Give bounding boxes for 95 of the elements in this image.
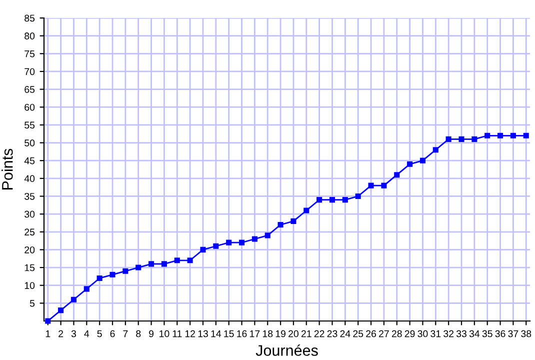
x-tick-label: 35 xyxy=(482,330,492,338)
point xyxy=(290,218,296,224)
point xyxy=(355,193,361,200)
point xyxy=(381,182,387,188)
y-tick-label: 85 xyxy=(24,14,35,22)
x-tick-label: 7 xyxy=(123,330,128,338)
point xyxy=(407,161,413,167)
y-tick-label: 60 xyxy=(24,104,35,111)
y-tick-label: 45 xyxy=(24,157,35,164)
y-tick-label: 15 xyxy=(24,264,35,272)
x-tick-label: 24 xyxy=(340,330,350,338)
x-tick-label: 3 xyxy=(71,330,76,338)
point xyxy=(264,232,270,238)
y-tick-label: 80 xyxy=(24,32,35,40)
x-tick-label: 12 xyxy=(185,330,195,338)
point xyxy=(472,136,478,142)
x-tick-label: 34 xyxy=(469,330,480,338)
point xyxy=(252,236,258,242)
point xyxy=(70,296,77,302)
x-tick-label: 11 xyxy=(172,330,182,338)
x-tick-label: 30 xyxy=(418,330,428,338)
point xyxy=(458,136,464,142)
point xyxy=(148,261,154,267)
x-tick-label: 23 xyxy=(327,330,338,338)
x-tick-label: 29 xyxy=(404,330,415,338)
point xyxy=(316,197,322,203)
x-tick-label: 19 xyxy=(276,330,286,338)
x-tick-label: 1 xyxy=(46,330,50,338)
x-tick-label: 20 xyxy=(288,330,298,338)
point xyxy=(84,286,90,292)
x-tick-label: 32 xyxy=(444,330,454,338)
point xyxy=(304,208,310,214)
x-tick-label: 10 xyxy=(160,330,170,338)
point xyxy=(523,132,529,138)
point xyxy=(510,132,516,138)
x-tick-label: 26 xyxy=(366,330,376,338)
y-tick-label: 50 xyxy=(24,140,35,146)
x-tick-label: 25 xyxy=(353,330,364,338)
point xyxy=(278,222,284,228)
point xyxy=(200,246,206,252)
x-tick-label: 16 xyxy=(237,330,247,338)
y-tick-label: 55 xyxy=(24,122,35,129)
point xyxy=(238,240,245,246)
x-tick-label: 6 xyxy=(110,330,115,338)
point xyxy=(110,272,116,278)
point xyxy=(122,268,128,274)
point xyxy=(213,243,219,249)
point xyxy=(45,318,51,324)
y-tick-label: 10 xyxy=(24,282,35,289)
x-tick-label: 15 xyxy=(224,330,234,338)
point xyxy=(161,261,167,267)
point xyxy=(96,275,102,281)
x-tick-label: 21 xyxy=(301,330,312,338)
point xyxy=(432,147,438,153)
y-axis-title: Points xyxy=(2,148,13,190)
point xyxy=(58,308,64,314)
x-tick-label: 33 xyxy=(456,330,466,338)
x-tick-label: 14 xyxy=(211,330,222,338)
point xyxy=(368,182,374,188)
y-tick-label: 5 xyxy=(30,300,35,307)
x-tick-label: 22 xyxy=(314,330,324,338)
x-tick-label: 17 xyxy=(250,330,260,338)
x-tick-label: 31 xyxy=(430,330,441,338)
x-tick-label: 18 xyxy=(262,330,273,338)
y-tick-label: 25 xyxy=(24,228,35,236)
y-tick-label: 65 xyxy=(24,86,35,93)
x-tick-label: 37 xyxy=(508,330,518,338)
point xyxy=(329,197,336,203)
x-tick-label: 9 xyxy=(149,330,154,338)
point xyxy=(226,240,232,246)
x-axis-title: Journées xyxy=(256,344,318,356)
point xyxy=(394,172,400,178)
x-tick-label: 28 xyxy=(392,330,402,338)
point xyxy=(136,264,142,270)
y-tick-label: 30 xyxy=(24,210,35,218)
y-tick-label: 75 xyxy=(24,50,35,58)
x-tick-label: 27 xyxy=(379,330,389,338)
point xyxy=(497,132,504,138)
point xyxy=(484,132,490,138)
x-tick-label: 38 xyxy=(521,330,532,338)
y-tick-label: 70 xyxy=(24,68,35,76)
x-tick-label: 8 xyxy=(136,330,141,338)
x-tick-label: 13 xyxy=(198,330,208,338)
y-tick-label: 40 xyxy=(24,175,35,182)
x-tick-label: 5 xyxy=(97,330,102,338)
y-tick-label: 35 xyxy=(24,192,35,200)
point xyxy=(420,158,426,164)
point xyxy=(342,197,348,203)
point xyxy=(446,136,452,142)
x-tick-label: 2 xyxy=(58,330,64,338)
x-tick-label: 36 xyxy=(495,330,506,338)
point xyxy=(174,258,180,264)
point xyxy=(187,258,193,264)
y-tick-label: 20 xyxy=(24,246,35,254)
x-tick-label: 4 xyxy=(84,330,90,338)
